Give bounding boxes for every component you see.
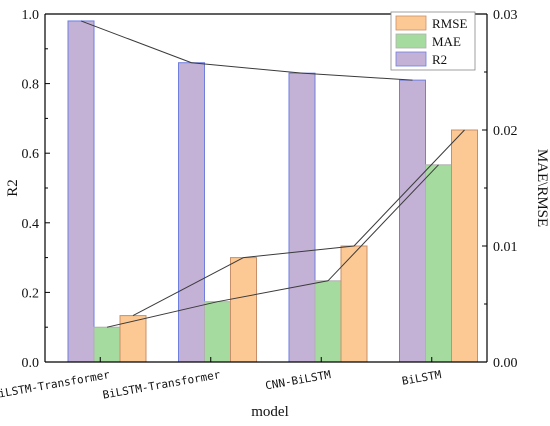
bar-mae-1 [204,301,231,363]
x-axis-title: model [251,404,289,420]
bar-mae-3 [425,164,452,363]
bar-rmse-2 [340,245,368,363]
y-tick-label-right-1: 0.01 [493,240,518,255]
y-axis-title-right: MAE\RMSE [534,149,550,227]
bar-r2-0 [67,20,95,363]
bars-layer [67,20,478,363]
x-tick-label-0: CNN-BiLSTM-Transformer [0,368,111,406]
trend-line-rmse-2 [353,129,465,247]
y-tick-label-left-2: 0.4 [22,217,40,232]
trend-line-r2-1 [191,62,303,74]
bar-mae-2 [314,280,342,363]
y-tick-label-left-1: 0.2 [22,286,40,301]
y-tick-label-right-0: 0.00 [493,356,518,371]
trend-line-rmse-0 [132,257,244,317]
trend-lines-layer [80,20,465,328]
legend-label-mae: MAE [432,34,461,49]
ticks-layer: 0.0 0.2 0.4 0.6 0.8 1.0 0.00 0.01 0.02 0.03 [22,8,518,371]
y-axis-title-left: R2 [5,179,21,197]
trend-line-rmse-1 [243,245,355,259]
bar-r2-3 [399,79,426,363]
y-tick-label-left-4: 0.8 [22,78,40,93]
category-labels: CNN-BiLSTM-TransformerBiLSTM-Transformer… [0,368,443,406]
y-tick-label-left-0: 0.0 [22,356,40,371]
bar-rmse-3 [451,129,478,363]
trend-line-r2-2 [301,72,413,81]
trend-line-r2-0 [80,20,192,64]
bar-rmse-0 [119,315,147,363]
trend-line-mae-2 [327,164,439,282]
y-tick-label-right-2: 0.02 [493,124,518,139]
y-tick-label-left-5: 1.0 [22,8,40,23]
bar-r2-1 [178,62,205,363]
trend-line-mae-1 [217,280,329,303]
x-tick-label-3: BiLSTM [401,368,443,388]
trend-line-mae-0 [106,301,218,328]
bar-rmse-1 [230,257,257,363]
bar-mae-0 [93,326,121,363]
legend-swatch-rmse [395,15,427,31]
legend: RMSE MAE R2 [390,11,476,71]
legend-swatch-r2 [395,51,427,67]
y-tick-label-right-3: 0.03 [493,8,518,23]
y-tick-label-left-3: 0.6 [22,147,40,162]
legend-swatch-mae [395,33,427,49]
x-tick-label-2: CNN-BiLSTM [264,368,332,392]
bar-r2-2 [288,72,316,363]
legend-label-rmse: RMSE [432,16,467,31]
legend-label-r2: R2 [432,52,447,67]
x-tick-label-1: BiLSTM-Transformer [102,368,222,402]
